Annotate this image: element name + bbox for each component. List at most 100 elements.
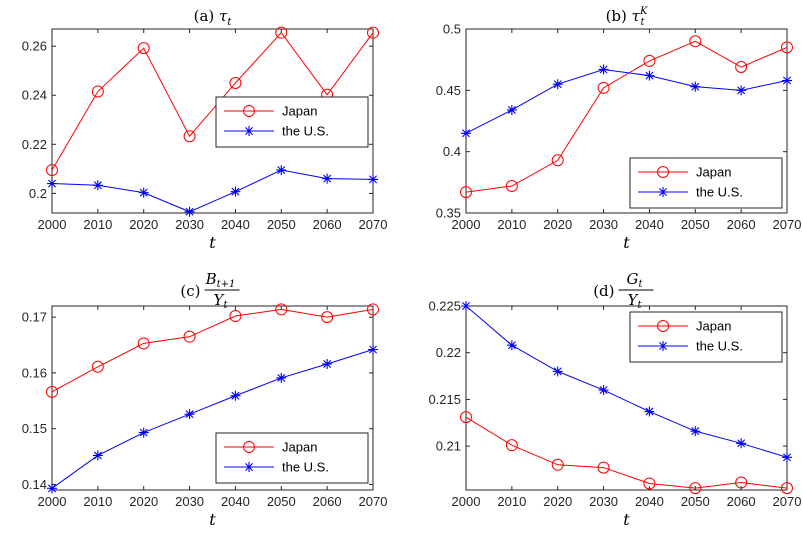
x-axis-label: t bbox=[209, 510, 216, 529]
y-tick-label: 0.21 bbox=[436, 439, 461, 454]
data-point bbox=[460, 411, 472, 424]
legend-box bbox=[215, 432, 369, 484]
y-tick-label: 0.22 bbox=[436, 345, 461, 360]
data-point bbox=[137, 337, 150, 350]
legend-label: the U.S. bbox=[282, 460, 329, 475]
legend-marker bbox=[658, 341, 668, 351]
data-point bbox=[367, 26, 379, 39]
data-point bbox=[276, 372, 287, 383]
x-tick-label: 2040 bbox=[635, 494, 664, 509]
legend-label: the U.S. bbox=[696, 339, 743, 354]
series-line bbox=[51, 31, 374, 171]
series-line bbox=[51, 169, 374, 213]
panel-title-prefix: (c) bbox=[180, 282, 200, 300]
x-tick-label: 2030 bbox=[589, 494, 618, 509]
legend-label: Japan bbox=[282, 104, 317, 119]
legend-marker bbox=[657, 320, 669, 332]
data-point bbox=[736, 85, 747, 96]
x-tick-label: 2030 bbox=[175, 217, 204, 232]
series-us bbox=[47, 344, 378, 494]
x-tick-label: 2050 bbox=[267, 217, 296, 232]
x-tick-label: 2030 bbox=[175, 494, 204, 509]
data-point bbox=[461, 128, 471, 139]
x-tick-label: 2020 bbox=[129, 494, 158, 509]
data-point bbox=[643, 54, 656, 67]
data-point bbox=[368, 174, 378, 185]
data-point bbox=[598, 385, 609, 396]
data-point bbox=[275, 26, 288, 39]
x-tick-label: 2020 bbox=[543, 494, 572, 509]
legend-box bbox=[215, 96, 369, 148]
x-tick-label: 2050 bbox=[267, 494, 296, 509]
panel-title-denominator: Yt bbox=[628, 291, 643, 311]
legend-label: the U.S. bbox=[282, 124, 329, 139]
y-tick-label: 0.17 bbox=[22, 310, 47, 325]
x-tick-label: 2060 bbox=[313, 217, 342, 232]
data-point bbox=[505, 180, 518, 193]
x-tick-label: 2000 bbox=[38, 217, 67, 232]
legend-box bbox=[629, 311, 783, 363]
y-tick-label: 0.24 bbox=[22, 88, 47, 103]
data-point bbox=[781, 41, 793, 54]
data-point bbox=[229, 76, 242, 89]
data-point bbox=[781, 482, 793, 495]
x-tick-label: 2070 bbox=[773, 494, 802, 509]
data-point bbox=[506, 340, 517, 351]
x-tick-label: 2010 bbox=[83, 494, 112, 509]
series-us bbox=[461, 64, 792, 139]
series-japan bbox=[460, 411, 793, 495]
x-tick-label: 2040 bbox=[221, 217, 250, 232]
panel-title-numerator: Gt bbox=[626, 270, 643, 290]
legend-marker bbox=[657, 166, 669, 178]
x-tick-label: 2040 bbox=[635, 217, 664, 232]
panel-title: (b) τK t bbox=[606, 6, 648, 28]
data-point bbox=[321, 311, 334, 324]
x-tick-label: 2060 bbox=[313, 494, 342, 509]
data-point bbox=[230, 186, 241, 197]
y-tick-label: 0.35 bbox=[436, 206, 461, 221]
series-line bbox=[465, 416, 788, 489]
data-point bbox=[46, 164, 58, 177]
data-point bbox=[322, 358, 333, 369]
legend-marker bbox=[244, 126, 254, 136]
series-japan bbox=[46, 303, 379, 398]
x-tick-label: 2010 bbox=[497, 217, 526, 232]
panel-d: 2000 2010 2020 2030 2040 2050 2060 2070 0.21 0.21… bbox=[428, 270, 801, 529]
data-point bbox=[92, 180, 103, 191]
data-point bbox=[552, 366, 563, 377]
x-tick-label: 2020 bbox=[543, 217, 572, 232]
y-tick-label: 0.2 bbox=[29, 186, 47, 201]
series-japan bbox=[46, 26, 379, 177]
y-tick-label: 0.215 bbox=[428, 392, 461, 407]
x-tick-label: 2000 bbox=[38, 494, 67, 509]
data-point bbox=[735, 61, 748, 74]
x-tick-label: 2050 bbox=[681, 494, 710, 509]
data-point bbox=[690, 81, 701, 92]
x-tick-label: 2000 bbox=[452, 217, 481, 232]
panel-a: 2000 2010 2020 2030 2040 2050 2060 2070 0.2 0.22 0… bbox=[22, 7, 388, 252]
data-point bbox=[47, 178, 57, 189]
x-tick-label: 2070 bbox=[359, 494, 388, 509]
x-tick-label: 2070 bbox=[359, 217, 388, 232]
data-point bbox=[91, 85, 104, 98]
x-tick-label: 2060 bbox=[727, 217, 756, 232]
data-point bbox=[782, 75, 792, 86]
legend: Japan the U.S. bbox=[629, 311, 783, 363]
series-us bbox=[47, 165, 378, 217]
data-point bbox=[460, 186, 472, 199]
data-point bbox=[782, 452, 792, 463]
data-point bbox=[597, 461, 610, 474]
y-tick-label: 0.5 bbox=[443, 22, 461, 37]
x-axis-label: t bbox=[623, 510, 630, 529]
data-point bbox=[367, 303, 379, 316]
data-point bbox=[183, 330, 196, 343]
data-point bbox=[275, 303, 288, 316]
panel-c: 2000 2010 2020 2030 2040 2050 2060 2070 0.14 0.15… bbox=[22, 270, 388, 529]
data-point bbox=[46, 385, 58, 398]
data-point bbox=[597, 81, 610, 94]
legend: Japan the U.S. bbox=[215, 432, 369, 484]
data-point bbox=[184, 206, 195, 217]
x-tick-label: 2020 bbox=[129, 217, 158, 232]
data-point bbox=[184, 409, 195, 420]
